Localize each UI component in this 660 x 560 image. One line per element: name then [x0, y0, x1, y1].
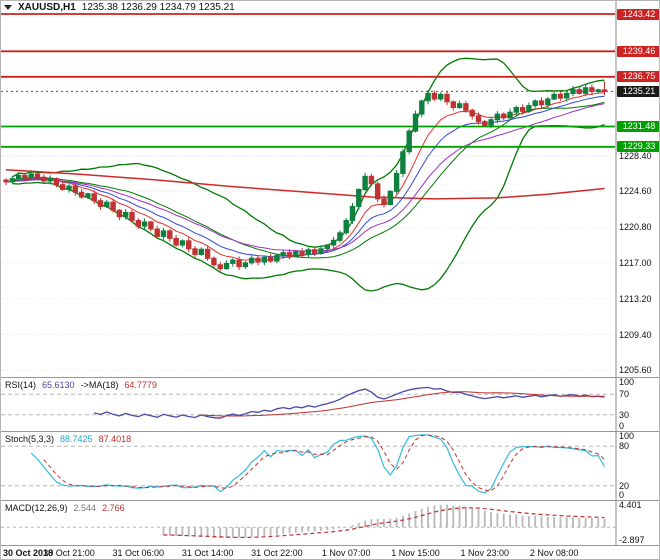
stoch-axis-label: 80 [619, 441, 630, 451]
time-axis-label: 2 Nov 08:00 [529, 548, 579, 558]
rsi-value: 65.6130 [42, 380, 75, 390]
rsi-axis-label: 30 [619, 410, 630, 420]
price-axis-label: 1220.80 [619, 222, 652, 232]
panel-separators[interactable] [1, 377, 660, 546]
macd-histogram [162, 504, 606, 539]
price-level-badge: 1243.42 [617, 9, 659, 20]
macd-axis-label: 4.401 [619, 500, 642, 510]
macd-indicator-label: MACD(12,26,9) 2.544 2.766 [5, 503, 125, 513]
stoch-axis-label: 100 [619, 431, 635, 441]
price-axis-label: 1213.20 [619, 294, 652, 304]
level-lines[interactable] [1, 13, 615, 148]
rsi-axis-label: 100 [619, 377, 635, 387]
price-axis-label: 1217.00 [619, 258, 652, 268]
rsi-levels [1, 393, 615, 416]
slow-ma-line [5, 168, 605, 200]
macd-signal-line [163, 507, 605, 538]
main-grid [1, 155, 615, 371]
stoch-axis-label: 0 [619, 490, 625, 500]
price-axis-label: 1228.40 [619, 151, 652, 161]
rsi-indicator-label: RSI(14) 65.6130 ->MA(18) 64.7779 [5, 380, 157, 390]
time-axis-label: 30 Oct 2018 [3, 548, 54, 558]
macd-value: 2.544 [73, 503, 97, 513]
time-axis-label: 1 Nov 23:00 [460, 548, 510, 558]
bid-price-badge: 1235.21 [617, 86, 659, 97]
time-axis-label: 1 Nov 07:00 [321, 548, 371, 558]
macd-signal-value: 2.766 [102, 503, 125, 513]
time-axis-label: 1 Nov 15:00 [391, 548, 440, 558]
price-level-badge: 1229.33 [617, 141, 659, 152]
candles-series[interactable] [3, 81, 608, 272]
price-level-badge: 1231.48 [617, 121, 659, 132]
price-axis-label: 1205.60 [619, 365, 652, 375]
price-axis-label: 1209.40 [619, 330, 652, 340]
chart-title: XAUUSD,H1 1235.38 1236.29 1234.79 1235.2… [4, 2, 235, 13]
time-axis-label: 31 Oct 06:00 [112, 548, 165, 558]
rsi-axis-label: 0 [619, 421, 625, 431]
stoch-d-value: 87.4018 [98, 434, 132, 444]
price-axis-label: 1224.60 [619, 186, 652, 196]
rsi-ma-value: 64.7779 [124, 380, 157, 390]
price-level-badge: 1239.46 [617, 46, 659, 57]
stoch-name: Stoch(5,3,3) [5, 434, 55, 444]
rsi-axis-label: 70 [619, 389, 630, 399]
rsi-ma-line [201, 391, 605, 417]
time-axis-label: 30 Oct 21:00 [43, 548, 95, 558]
stoch-levels [1, 445, 615, 487]
stoch-indicator-label: Stoch(5,3,3) 88.7425 87.4018 [5, 434, 131, 444]
ohlc-readout: 1235.38 1236.29 1234.79 1235.21 [81, 2, 235, 13]
price-level-badge: 1236.75 [617, 71, 659, 82]
rsi-line [94, 386, 605, 419]
dropdown-arrow-icon [4, 5, 12, 10]
macd-name: MACD(12,26,9) [5, 503, 68, 513]
time-axis-label: 31 Oct 14:00 [181, 548, 234, 558]
rsi-ma-name: ->MA(18) [80, 380, 119, 390]
time-axis-label: 31 Oct 22:00 [251, 548, 303, 558]
rsi-name: RSI(14) [5, 380, 37, 390]
symbol-period-label: XAUUSD,H1 [18, 2, 76, 13]
macd-axis-label: -2.897 [619, 535, 645, 545]
stoch-k-value: 88.7425 [60, 434, 93, 444]
stoch-axis-label: 20 [619, 481, 630, 491]
